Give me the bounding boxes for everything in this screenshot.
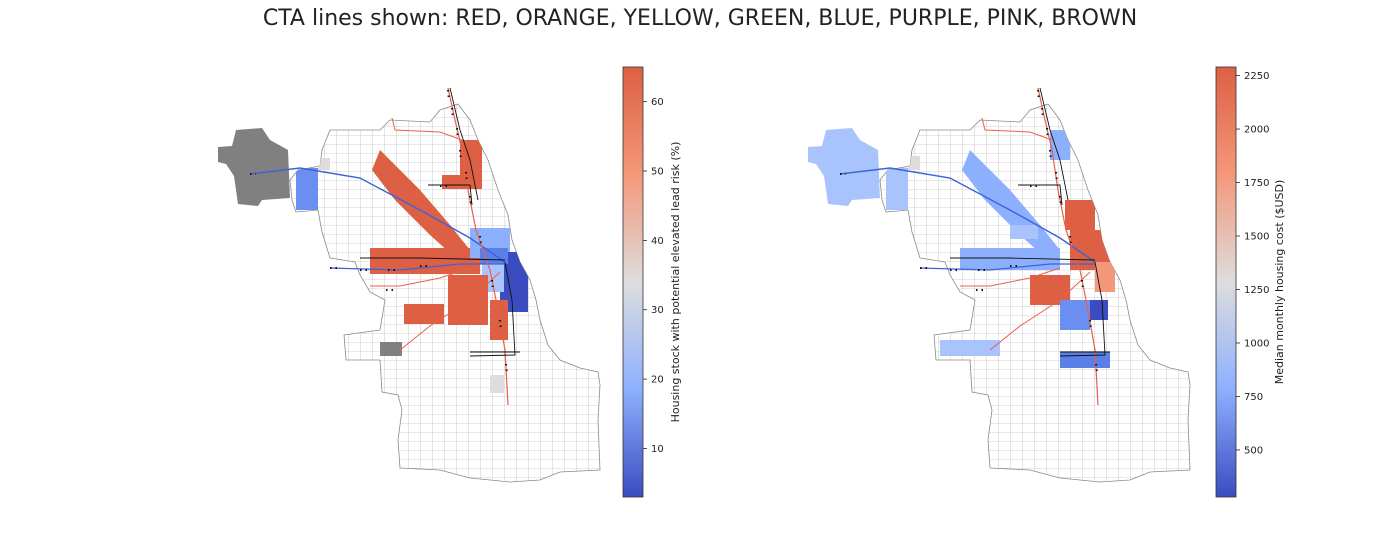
brown-line: [391, 117, 463, 141]
figure-title: CTA lines shown: RED, ORANGE, YELLOW, GR…: [262, 6, 1138, 31]
cta-lines: [249, 87, 520, 406]
housing-cost-map: [808, 87, 1191, 483]
green-line: [360, 257, 516, 357]
colorbar-tick-label: 1250: [1244, 285, 1269, 296]
choropleth-fill: [886, 130, 1115, 368]
colorbar-label: Housing stock with potential elevated le…: [669, 142, 682, 423]
colorbar-ticks: 500 750 1000 1250 1500 1750 2000 2250: [1236, 71, 1269, 456]
purple-yellow-line: [449, 87, 479, 201]
colorbar-tick-label: 500: [1244, 445, 1263, 456]
loop: [1018, 184, 1110, 353]
brown-line: [981, 117, 1053, 141]
cta-lines: [839, 87, 1110, 406]
blue-line-ohare: [839, 167, 1096, 263]
census-tracts: [289, 103, 601, 483]
red-line: [1037, 87, 1099, 406]
colorbar-label: Median monthly housing cost ($USD): [1273, 180, 1286, 385]
colorbar-tick-label: 50: [651, 167, 664, 178]
colorbar-tick-label: 10: [651, 444, 664, 455]
lead-risk-colorbar: 10 20 30 40 50 60 Housing stock with potentia…: [622, 66, 682, 498]
colorbar-gradient: [622, 66, 644, 498]
missing-data-region: [218, 128, 290, 206]
colorbar-tick-label: 30: [651, 305, 664, 316]
purple-yellow-line: [1039, 87, 1069, 201]
blue-line-forest-park: [919, 263, 1095, 271]
green-line: [950, 257, 1106, 357]
colorbar-tick-label: 60: [651, 97, 664, 108]
housing-cost-colorbar: 500 750 1000 1250 1500 1750 2000 2250 Median mo…: [1215, 66, 1286, 498]
colorbar-tick-label: 1750: [1244, 178, 1269, 189]
colorbar-tick-label: 20: [651, 375, 664, 386]
colorbar-tick-label: 40: [651, 236, 664, 247]
orange-line: [399, 271, 501, 351]
lead-risk-map: [218, 87, 601, 483]
colorbar-tick-label: 2000: [1244, 125, 1269, 136]
pink-line: [370, 267, 471, 287]
blue-line-forest-park: [329, 263, 505, 271]
missing-data-region: [808, 128, 880, 206]
colorbar-tick-label: 750: [1244, 392, 1263, 403]
red-line: [447, 87, 509, 406]
blue-line-ohare: [249, 167, 506, 263]
colorbar-tick-label: 1500: [1244, 232, 1269, 243]
colorbar-ticks: 10 20 30 40 50 60: [643, 97, 664, 455]
loop: [428, 184, 520, 353]
orange-line: [989, 271, 1091, 351]
colorbar-gradient: [1215, 66, 1237, 498]
pink-line: [960, 267, 1061, 287]
colorbar-tick-label: 1000: [1244, 338, 1269, 349]
colorbar-tick-label: 2250: [1244, 71, 1269, 82]
